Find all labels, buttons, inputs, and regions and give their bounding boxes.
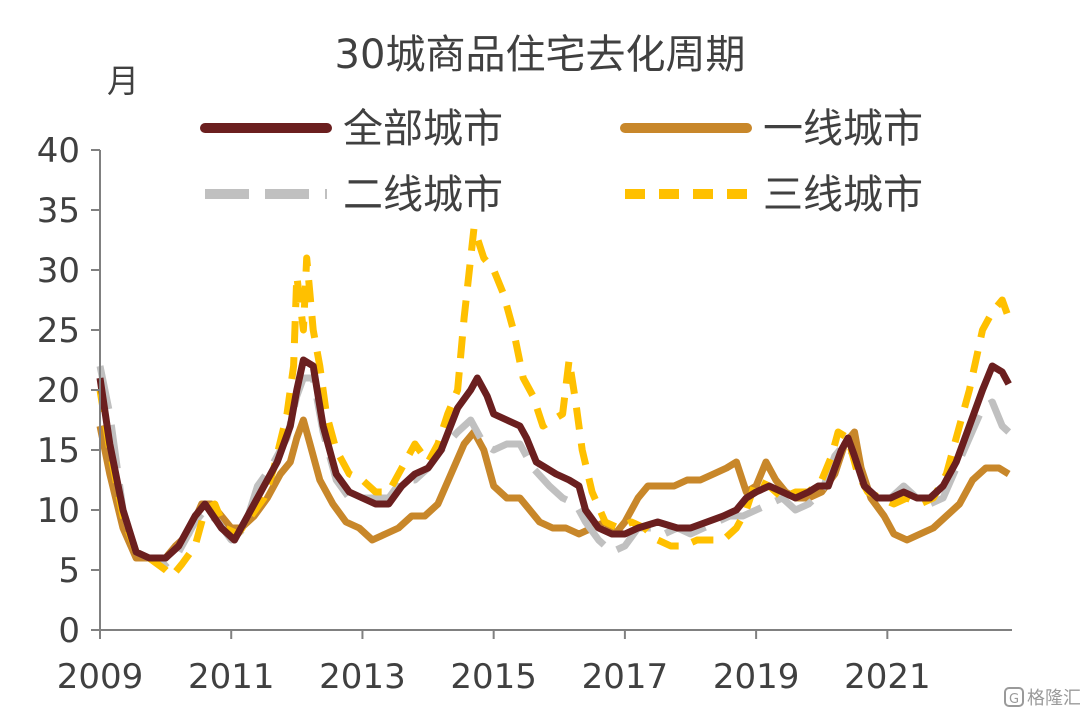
y-tick-label: 35: [37, 191, 80, 231]
y-tick-label: 40: [37, 131, 80, 171]
legend-label-1: 一线城市: [763, 106, 923, 152]
y-tick-label: 15: [37, 431, 80, 471]
x-tick-label: 2015: [450, 657, 537, 697]
y-tick-label: 20: [37, 371, 80, 411]
y-tick-label: 5: [58, 551, 80, 591]
x-tick-label: 2019: [713, 657, 800, 697]
y-tick-label: 0: [58, 611, 80, 651]
legend-label-2: 二线城市: [343, 172, 503, 218]
g-logo-icon: [1004, 687, 1024, 707]
legend-label-3: 三线城市: [763, 172, 923, 218]
x-tick-label: 2009: [57, 657, 144, 697]
y-ticks: 0 5 10 15 20 25 30 35 40: [37, 131, 100, 651]
watermark-text: 格隆汇: [1027, 688, 1080, 709]
x-tick-label: 2013: [319, 657, 406, 697]
series-line-3: [96, 224, 1012, 580]
series-line-0: [96, 356, 1012, 562]
legend-label-0: 全部城市: [343, 106, 503, 152]
plot-area: [96, 224, 1012, 580]
chart-title: 30城商品住宅去化周期: [335, 32, 746, 78]
g-logo-glyph: G: [1009, 692, 1019, 707]
y-tick-label: 10: [37, 491, 80, 531]
x-tick-label: 2021: [844, 657, 931, 697]
y-tick-label: 30: [37, 251, 80, 291]
x-ticks: 2009 2011 2013 2015 2017 2019 2021: [57, 630, 931, 697]
x-tick-label: 2017: [582, 657, 669, 697]
x-tick-label: 2011: [188, 657, 275, 697]
y-axis-unit-label: 月: [107, 62, 139, 100]
watermark: G 格隆汇: [1004, 687, 1080, 709]
y-tick-label: 25: [37, 311, 80, 351]
